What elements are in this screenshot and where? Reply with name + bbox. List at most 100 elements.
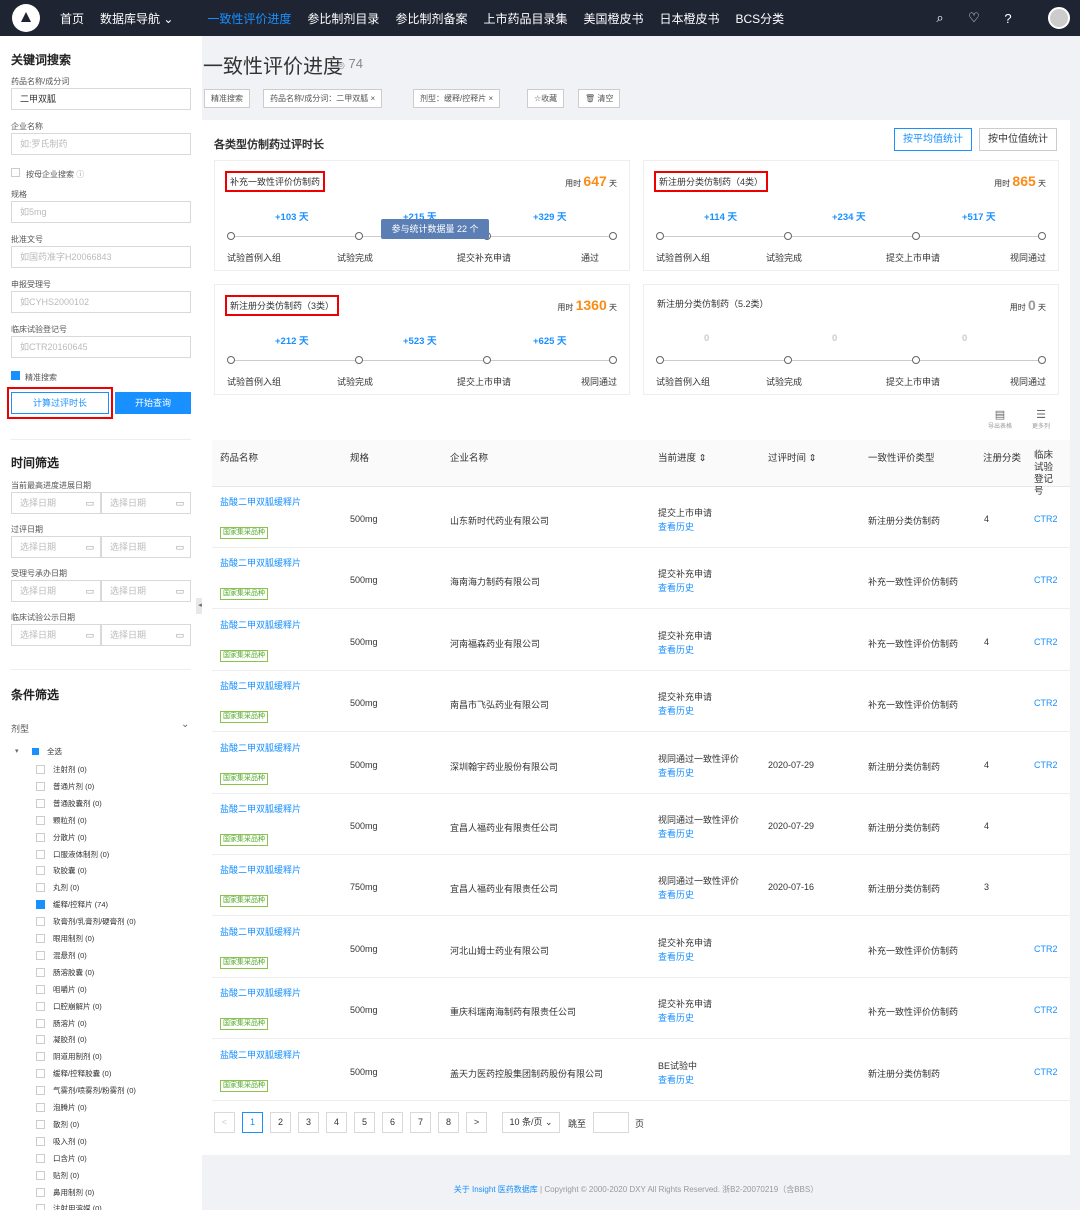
dosage-option[interactable]: 缓释/控释片 (74) [36, 899, 108, 910]
bulb-icon[interactable]: ♡ [968, 10, 980, 25]
drug-name-link[interactable]: 盐酸二甲双胍缓释片 [220, 988, 302, 999]
chevron-down-icon[interactable]: ⌄ [181, 719, 190, 730]
checkbox[interactable] [36, 815, 45, 825]
dosage-option[interactable]: 阴道用制剂 (0) [36, 1051, 102, 1062]
user-avatar[interactable] [1048, 7, 1070, 29]
checkbox[interactable] [36, 1035, 45, 1045]
spec-input[interactable]: 如5mg [11, 201, 191, 223]
checkbox[interactable] [36, 934, 45, 943]
dosage-option[interactable]: 缓释/控释胶囊 (0) [36, 1068, 111, 1079]
dosage-option[interactable]: 眼用制剂 (0) [36, 933, 94, 944]
dosage-option[interactable]: 混悬剂 (0) [36, 950, 87, 961]
view-history-link[interactable]: 查看历史 [658, 767, 695, 778]
checkbox[interactable] [36, 900, 45, 910]
drug-name-link[interactable]: 盐酸二甲双胍缓释片 [220, 497, 302, 507]
nav-item-0[interactable]: 首页 [60, 11, 85, 26]
checkbox[interactable] [36, 1069, 45, 1079]
clinical-id-link[interactable]: CTR2 [1034, 575, 1058, 586]
date-picker-input[interactable]: 选择日期 ▭ [101, 492, 191, 514]
view-history-link[interactable]: 查看历史 [658, 829, 695, 839]
nav-item-3[interactable]: 参比制剂目录 [307, 11, 380, 26]
accept-input[interactable]: 如CYHS2000102 [11, 291, 191, 313]
calc-duration-button[interactable]: 计算过评时长 [11, 392, 109, 414]
dosage-option[interactable]: 丸剂 (0) [36, 882, 79, 893]
clinical-input[interactable]: 如CTR20160645 [11, 336, 191, 358]
checkbox[interactable] [36, 1136, 45, 1146]
dosage-option[interactable]: 咀嚼片 (0) [36, 984, 87, 995]
view-history-link[interactable]: 查看历史 [658, 890, 695, 901]
dosage-option[interactable]: 普通片剂 (0) [36, 781, 94, 792]
page-button[interactable]: 1 [242, 1112, 263, 1133]
more-columns-button[interactable]: ☰ 更多列 [1032, 409, 1051, 430]
dosage-option[interactable]: 口含片 (0) [36, 1153, 87, 1164]
table-row[interactable]: 盐酸二甲双胍缓释片 国家集采品种 500mg 海南海力制药有限公司 提交补充申请 查看历史… [212, 548, 1070, 610]
caret-down-icon[interactable]: ▾ [15, 748, 19, 755]
favorite-button[interactable]: ☆收藏 [527, 89, 565, 108]
approval-input[interactable]: 如国药准字H20066843 [11, 246, 191, 268]
column-header[interactable]: 过评时间 ⇕ [768, 453, 817, 464]
next-page-button[interactable]: > [466, 1112, 487, 1133]
checkbox[interactable] [36, 1119, 45, 1129]
checkbox[interactable] [36, 967, 45, 977]
nav-item-5[interactable]: 上市药品目录集 [483, 11, 568, 26]
dosage-option[interactable]: 普通胶囊剂 (0) [36, 798, 102, 809]
table-row[interactable]: 盐酸二甲双胍缓释片 国家集采品种 500mg 宜昌人福药业有限责任公司 视同通过一致性评… [212, 794, 1070, 855]
table-row[interactable]: 盐酸二甲双胍缓释片 国家集采品种 750mg 宜昌人福药业有限责任公司 视同通过一致性评… [212, 855, 1070, 917]
dosage-option[interactable]: 颗粒剂 (0) [36, 815, 87, 826]
page-button[interactable]: 2 [270, 1112, 291, 1133]
clinical-id-link[interactable]: CTR2 [1034, 1005, 1058, 1016]
drug-name-input[interactable]: 二甲双胍 [11, 88, 191, 110]
nav-item-7[interactable]: 日本橙皮书 [659, 11, 720, 26]
dosage-option[interactable]: 肠溶片 (0) [36, 1018, 87, 1029]
clinical-id-link[interactable]: CTR2 [1034, 943, 1058, 954]
checkbox[interactable] [36, 917, 45, 927]
table-row[interactable]: 盐酸二甲双胍缓释片 国家集采品种 500mg 深圳翰宇药业股份有限公司 视同通过一致性评… [212, 733, 1070, 794]
search-icon[interactable]: ⌕ [936, 10, 944, 25]
view-history-link[interactable]: 查看历史 [658, 1074, 695, 1085]
checkbox[interactable] [36, 781, 45, 791]
parent-company-checkbox[interactable] [11, 168, 20, 177]
checkbox[interactable] [36, 883, 45, 893]
checkbox[interactable] [36, 1204, 45, 1210]
nav-item-6[interactable]: 美国橙皮书 [583, 11, 644, 26]
dosage-option[interactable]: 贴剂 (0) [36, 1170, 79, 1181]
page-button[interactable]: 5 [354, 1112, 375, 1133]
drug-name-link[interactable]: 盐酸二甲双胍缓释片 [220, 742, 302, 753]
dosage-option[interactable]: 吸入剂 (0) [36, 1136, 87, 1147]
dosage-option[interactable]: 凝胶剂 (0) [36, 1034, 87, 1045]
checkbox[interactable] [36, 1052, 45, 1062]
date-picker-input[interactable]: 选择日期 ▭ [11, 536, 101, 558]
dosage-option[interactable]: 泡腾片 (0) [36, 1102, 87, 1113]
about-link[interactable]: 关于 Insight 医药数据库 [453, 1185, 538, 1194]
checkbox[interactable] [36, 1086, 45, 1096]
table-row[interactable]: 盐酸二甲双胍缓释片 国家集采品种 500mg 山东新时代药业有限公司 提交上市申请 查看历… [212, 487, 1070, 548]
toggle-median[interactable]: 按中位值统计 [979, 128, 1057, 151]
checkbox[interactable] [36, 1103, 45, 1112]
clinical-id-link[interactable]: CTR2 [1034, 759, 1058, 770]
dosage-option[interactable]: 注射用溶媒 (0) [36, 1203, 102, 1210]
dosage-option[interactable]: 软胶囊 (0) [36, 865, 87, 876]
goto-page-input[interactable] [593, 1112, 629, 1133]
date-picker-input[interactable]: 选择日期 ▭ [11, 492, 101, 514]
drug-name-link[interactable]: 盐酸二甲双胍缓释片 [220, 865, 302, 876]
checkbox[interactable] [36, 832, 45, 842]
table-row[interactable]: 盐酸二甲双胍缓释片 国家集采品种 500mg 重庆科瑞南海制药有限责任公司 提交补充申请… [212, 978, 1070, 1040]
table-row[interactable]: 盐酸二甲双胍缓释片 国家集采品种 500mg 河南福森药业有限公司 提交补充申请 查看历史… [212, 610, 1070, 671]
table-row[interactable]: 盐酸二甲双胍缓释片 国家集采品种 500mg 河北山姆士药业有限公司 提交补充申请 查看历… [212, 917, 1070, 978]
clinical-id-link[interactable]: CTR2 [1034, 1066, 1058, 1077]
page-button[interactable]: 7 [410, 1112, 431, 1133]
nav-item-2[interactable]: 一致性评价进度 [207, 11, 292, 26]
view-history-link[interactable]: 查看历史 [658, 1013, 695, 1024]
view-history-link[interactable]: 查看历史 [658, 706, 695, 717]
exact-search-checkbox[interactable] [11, 371, 20, 380]
page-button[interactable]: 3 [298, 1112, 319, 1133]
date-picker-input[interactable]: 选择日期 ▭ [101, 580, 191, 602]
help-icon[interactable]: ⓘ [76, 170, 85, 179]
checkbox[interactable] [36, 1001, 45, 1011]
nav-item-8[interactable]: BCS分类 [735, 11, 785, 26]
dosage-option[interactable]: 软膏剂/乳膏剂/硬膏剂 (0) [36, 916, 136, 927]
table-row[interactable]: 盐酸二甲双胍缓释片 国家集采品种 500mg 盖天力医药控股集团制药股份有限公司 BE试… [212, 1040, 1070, 1101]
collapse-handle[interactable]: ◂ [196, 598, 202, 614]
column-header[interactable]: 当前进度 ⇕ [658, 453, 707, 464]
page-button[interactable]: 6 [382, 1112, 403, 1133]
